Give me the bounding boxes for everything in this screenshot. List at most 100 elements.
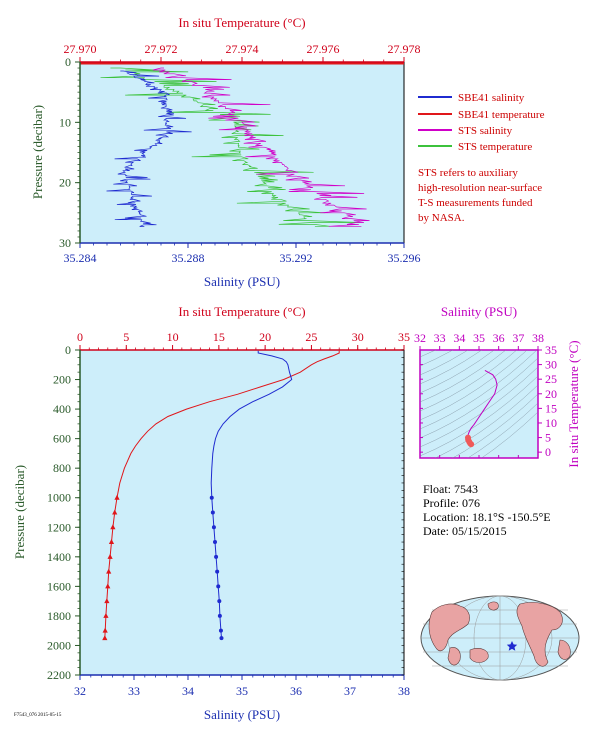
ts-contour-line	[420, 366, 538, 448]
profile-p-tick-label: 800	[53, 461, 71, 475]
top-temp-tick-label: 27.976	[307, 42, 340, 56]
profile-salinity-point	[211, 525, 216, 530]
profile-salinity-point	[217, 613, 222, 618]
profile-salinity-point	[217, 599, 222, 604]
top-chart-top-axis-title: In situ Temperature (°C)	[178, 15, 305, 30]
info-float: Float: 7543	[423, 482, 478, 496]
profile-temperature-point	[108, 539, 115, 545]
legend-label: SBE41 temperature	[458, 109, 545, 121]
ts-contour-line	[420, 350, 495, 394]
map-land	[428, 601, 571, 667]
profile-temperature-point	[107, 553, 113, 559]
ts-contour-line	[420, 375, 538, 457]
profile-temp-tick-label: 20	[259, 330, 271, 344]
ts-sal-tick-label: 33	[434, 331, 446, 345]
legend-note-line: high-resolution near-surface	[418, 182, 542, 194]
info-location: Location: 18.1°S -150.5°E	[423, 510, 551, 524]
profile-temperature-point	[114, 494, 120, 500]
profile-temp-tick-label: 5	[123, 330, 129, 344]
sbe41-salinity-line	[106, 70, 192, 227]
top-temp-tick-label: 27.972	[145, 42, 178, 56]
ts-contour-line	[452, 393, 538, 458]
profile-p-tick-label: 400	[53, 402, 71, 416]
footer-id: F7543_076 2015-05-15	[14, 713, 62, 718]
profile-sal-tick-label: 32	[74, 684, 86, 698]
profile-temperature-point	[105, 583, 111, 589]
top-temp-tick-label: 27.978	[388, 42, 421, 56]
top-temp-tick-label: 27.974	[226, 42, 259, 56]
profile-temperature-point	[104, 598, 110, 604]
profile-left-axis-title: Pressure (decibar)	[12, 465, 27, 559]
ts-sal-tick-label: 32	[414, 331, 426, 345]
profile-sal-tick-label: 36	[290, 684, 302, 698]
profile-bottom-axis-title: Salinity (PSU)	[204, 707, 280, 722]
profile-temperature-point	[102, 635, 108, 641]
info-profile: Profile: 076	[423, 496, 480, 510]
ts-contour-line	[481, 411, 538, 458]
legend-label: SBE41 salinity	[458, 92, 525, 104]
ts-contour-line	[420, 350, 538, 430]
top-p-tick-label: 0	[65, 55, 71, 69]
info-date: Date: 05/15/2015	[423, 524, 507, 538]
profile-sal-tick-label: 34	[182, 684, 194, 698]
world-map	[420, 595, 580, 681]
ts-sal-tick-label: 34	[453, 331, 465, 345]
legend: SBE41 salinity SBE41 temperature STS sal…	[418, 92, 545, 224]
profile-temp-tick-label: 0	[77, 330, 83, 344]
profile-p-tick-label: 1600	[47, 579, 71, 593]
top-sal-tick-label: 35.296	[388, 251, 421, 265]
top-sal-tick-label: 35.288	[172, 251, 205, 265]
top-temp-tick-label: 27.970	[64, 42, 97, 56]
sts-salinity-line	[152, 67, 370, 227]
top-sal-tick-label: 35.292	[280, 251, 313, 265]
top-p-tick-label: 10	[59, 115, 71, 129]
top-chart-left-axis-title: Pressure (decibar)	[30, 105, 45, 199]
profile-salinity-point	[219, 636, 224, 641]
sts-temperature-line	[100, 67, 360, 227]
profile-p-tick-label: 2000	[47, 638, 71, 652]
profile-temperature-point	[112, 509, 118, 515]
profile-sal-tick-label: 38	[398, 684, 410, 698]
profile-p-tick-label: 1400	[47, 550, 71, 564]
profile-salinity-point	[210, 510, 215, 515]
ts-sal-tick-label: 36	[493, 331, 505, 345]
map-float-marker	[506, 641, 518, 651]
profile-temp-tick-label: 10	[167, 330, 179, 344]
profile-salinity-point	[214, 554, 219, 559]
legend-note-line: by NASA.	[418, 212, 465, 224]
ts-contour-line	[435, 384, 538, 458]
ts-temp-tick-label: 30	[545, 358, 557, 372]
top-sal-tick-label: 35.284	[64, 251, 97, 265]
ts-contour-line	[420, 350, 454, 367]
ts-sal-tick-label: 38	[532, 331, 544, 345]
ts-deep-point	[468, 441, 475, 448]
profile-salinity-point	[216, 584, 221, 589]
top-chart-ticks: 27.970 27.972 27.974 27.976 27.978 35.284 35.2…	[59, 42, 421, 265]
ts-temp-tick-label: 25	[545, 372, 557, 386]
ts-contour-line	[467, 402, 538, 458]
ts-temp-tick-label: 5	[545, 431, 551, 445]
profile-p-tick-label: 2200	[47, 668, 71, 682]
top-series-layer	[80, 61, 404, 227]
ts-right-axis-title: In situ Temperature (°C)	[566, 340, 581, 467]
ts-top-axis-title: Salinity (PSU)	[441, 304, 517, 319]
legend-note-line: T-S measurements funded	[418, 197, 533, 209]
ts-contour-line	[420, 357, 538, 439]
profile-plot-area	[79, 349, 405, 676]
profile-temp-tick-label: 25	[305, 330, 317, 344]
profile-chart: 0 5 10 15 20 25 30 35 32 33 34 35 36 37 38 0 200 400 600 80…	[12, 304, 410, 722]
ts-contour-line	[420, 350, 507, 403]
ts-contour-line	[420, 350, 483, 385]
profile-temp-tick-label: 30	[352, 330, 364, 344]
legend-item-sbe41-salinity: SBE41 salinity	[418, 92, 525, 104]
profile-temperature-point	[103, 612, 109, 618]
profile-p-tick-label: 1200	[47, 520, 71, 534]
profile-temp-tick-label: 15	[213, 330, 225, 344]
top-p-tick-label: 20	[59, 176, 71, 190]
float-info: Float: 7543 Profile: 076 Location: 18.1°…	[423, 482, 551, 538]
top-chart: 27.970 27.972 27.974 27.976 27.978 35.284 35.2…	[30, 15, 421, 289]
ts-temp-tick-label: 10	[545, 416, 557, 430]
profile-chart-ticks: 0 5 10 15 20 25 30 35 32 33 34 35 36 37 38 0 200 400 600 80…	[47, 330, 410, 698]
